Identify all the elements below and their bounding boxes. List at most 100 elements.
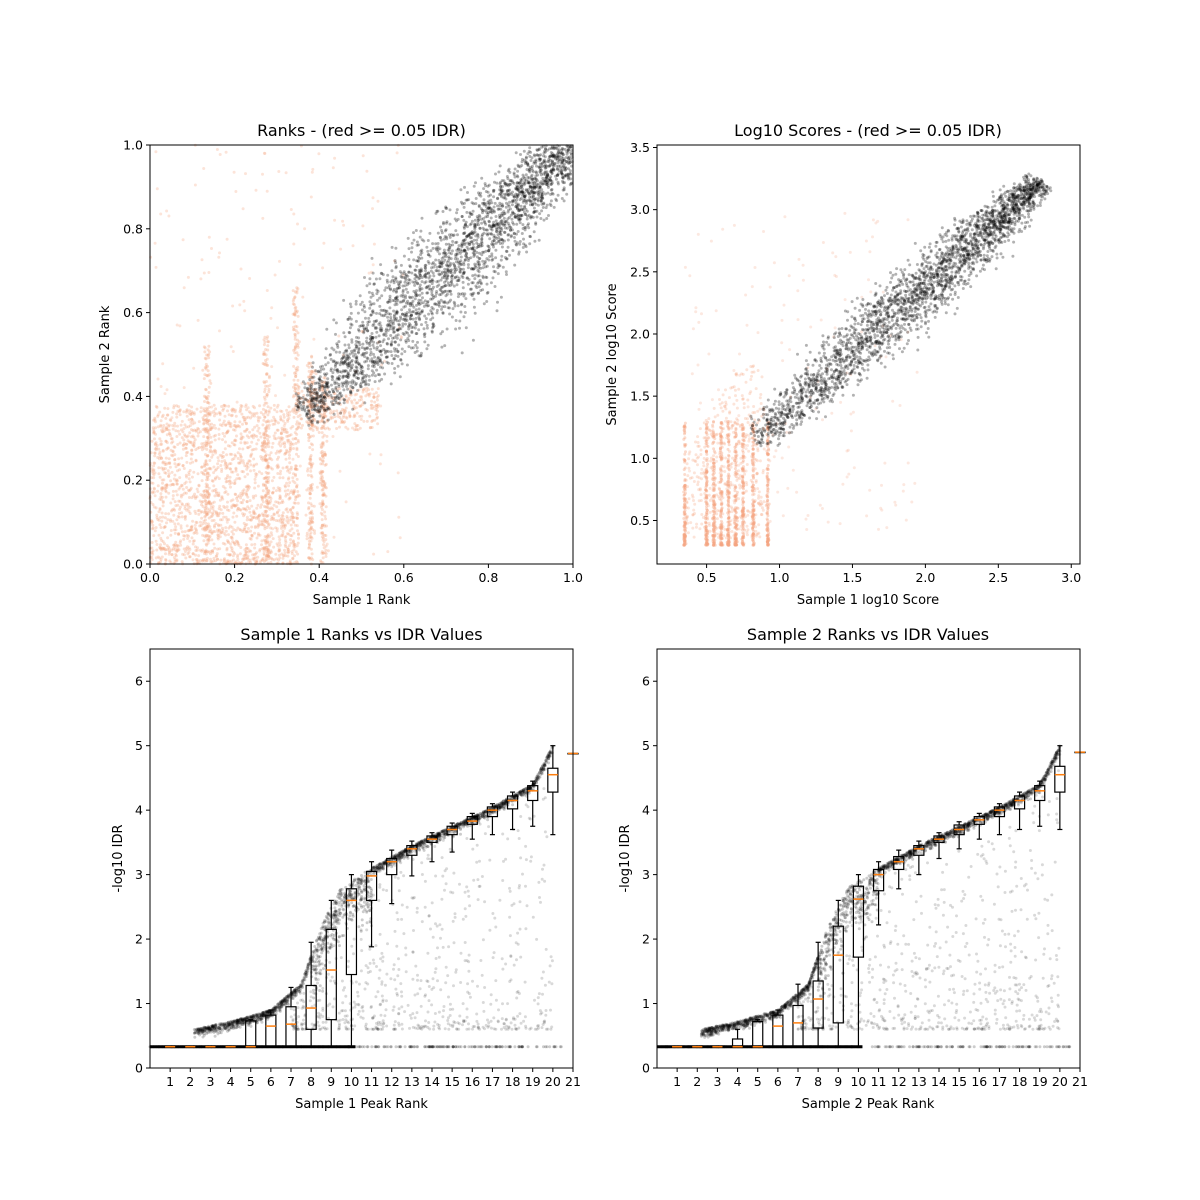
data-point [178, 468, 181, 472]
data-point [534, 158, 538, 162]
data-point [217, 494, 221, 498]
data-point [245, 523, 249, 526]
data-point [466, 247, 470, 251]
data-point [228, 542, 232, 546]
data-point [490, 258, 494, 262]
data-point [244, 405, 248, 409]
data-point [265, 526, 269, 529]
data-point [471, 281, 475, 285]
data-point [295, 309, 299, 313]
data-point [156, 456, 160, 459]
data-point [207, 235, 211, 239]
data-point [224, 431, 228, 435]
data-point [157, 533, 161, 537]
data-point [238, 552, 242, 556]
data-point [156, 377, 160, 381]
data-point [161, 486, 165, 490]
data-point [387, 322, 391, 326]
data-point [291, 505, 295, 509]
data-point [492, 220, 496, 224]
data-point [272, 513, 276, 517]
data-point [270, 445, 274, 449]
data-point [401, 324, 405, 328]
data-point [381, 361, 385, 365]
data-point [538, 212, 542, 216]
data-point [369, 406, 373, 410]
data-point [183, 515, 187, 519]
data-point [207, 344, 211, 348]
data-point [496, 204, 499, 208]
data-point [297, 397, 301, 401]
data-point [274, 489, 278, 493]
data-point [420, 323, 423, 327]
data-point [489, 281, 493, 285]
data-point [200, 516, 204, 520]
data-point [471, 209, 475, 213]
data-point [306, 381, 310, 385]
data-point [423, 332, 427, 336]
data-point [206, 438, 210, 442]
data-point [414, 332, 418, 336]
data-point [296, 495, 300, 499]
data-point [471, 267, 475, 271]
data-point [266, 521, 270, 525]
data-point [188, 480, 192, 484]
data-point [232, 457, 236, 461]
data-point [568, 183, 572, 187]
data-point [317, 431, 321, 434]
data-point [275, 405, 279, 409]
data-point [305, 537, 309, 541]
data-point [164, 552, 167, 556]
data-point [203, 506, 207, 510]
data-point [344, 395, 348, 399]
data-point [199, 277, 203, 281]
data-point [497, 226, 501, 230]
data-point [456, 257, 459, 261]
data-point [273, 436, 277, 440]
data-point [240, 470, 244, 473]
data-point [462, 315, 466, 319]
data-point [278, 494, 282, 498]
data-point [283, 551, 287, 555]
data-point [242, 461, 246, 465]
data-point [291, 540, 295, 544]
data-point [298, 464, 302, 468]
data-point [309, 466, 313, 470]
data-point [281, 442, 284, 446]
data-point [165, 413, 169, 417]
data-point [535, 209, 539, 213]
data-point [199, 510, 203, 514]
data-point [251, 494, 255, 498]
data-point [301, 380, 305, 384]
data-point [228, 524, 232, 528]
data-point [202, 519, 206, 523]
data-point [261, 407, 265, 411]
data-point [365, 284, 369, 288]
data-point [169, 518, 172, 522]
data-point [526, 190, 530, 194]
data-point [225, 505, 229, 509]
data-point [224, 490, 228, 494]
data-point [542, 154, 545, 158]
data-point [405, 363, 409, 367]
data-point [195, 529, 198, 533]
data-point [449, 263, 452, 267]
data-point [205, 427, 209, 430]
data-point [400, 271, 404, 275]
data-point [420, 216, 424, 220]
data-point [210, 532, 214, 535]
data-point [248, 549, 252, 553]
data-point [262, 350, 266, 354]
data-point [310, 536, 314, 540]
data-point [188, 539, 192, 543]
data-point [450, 268, 453, 272]
data-point [195, 548, 199, 552]
data-point [307, 501, 310, 505]
data-point [265, 189, 269, 193]
data-point [274, 451, 278, 455]
data-point [282, 428, 286, 432]
data-point [407, 334, 411, 338]
data-point [205, 559, 209, 563]
data-point [382, 332, 386, 336]
data-point [223, 557, 226, 561]
